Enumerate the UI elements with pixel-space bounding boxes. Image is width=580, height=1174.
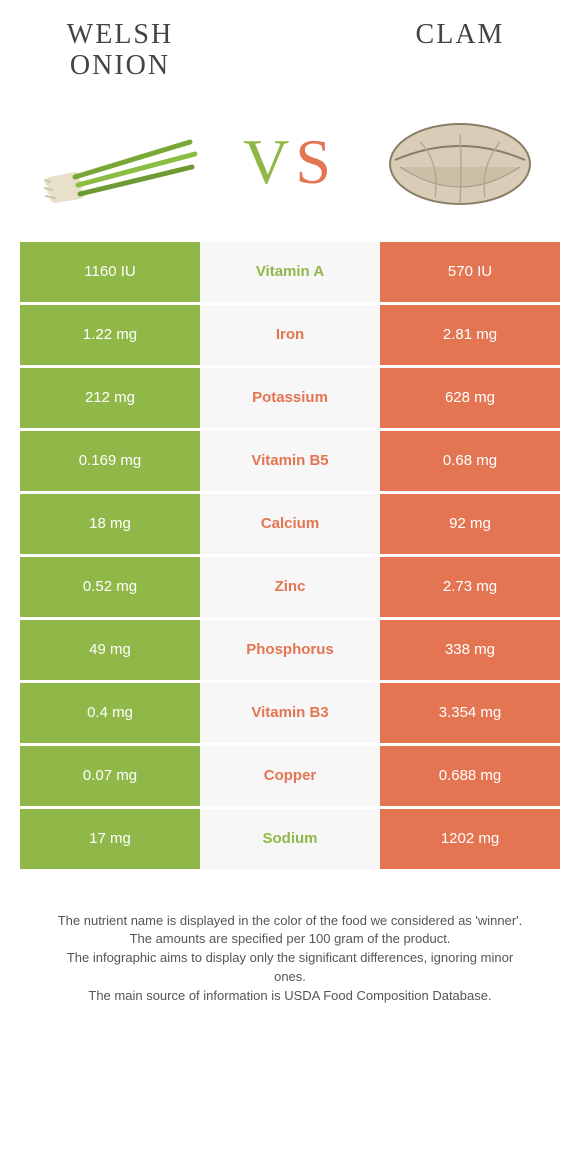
value-left: 212 mg <box>20 368 200 428</box>
value-left: 1.22 mg <box>20 305 200 365</box>
nutrient-name: Copper <box>200 746 380 806</box>
nutrient-name: Calcium <box>200 494 380 554</box>
value-right: 2.73 mg <box>380 557 560 617</box>
vs-v: V <box>243 126 295 197</box>
titles-row: Welsh onion Clam <box>20 20 560 102</box>
clam-icon <box>380 112 540 212</box>
table-row: 1.22 mgIron2.81 mg <box>20 305 560 365</box>
value-left: 49 mg <box>20 620 200 680</box>
table-row: 1160 IUVitamin A570 IU <box>20 242 560 302</box>
footer-notes: The nutrient name is displayed in the co… <box>20 872 560 1006</box>
value-right: 338 mg <box>380 620 560 680</box>
value-right: 0.688 mg <box>380 746 560 806</box>
value-right: 628 mg <box>380 368 560 428</box>
value-right: 1202 mg <box>380 809 560 869</box>
nutrient-name: Phosphorus <box>200 620 380 680</box>
welsh-onion-icon <box>40 112 200 212</box>
value-left: 0.07 mg <box>20 746 200 806</box>
value-right: 92 mg <box>380 494 560 554</box>
food-title-left: Welsh onion <box>30 20 210 82</box>
value-right: 3.354 mg <box>380 683 560 743</box>
table-row: 0.07 mgCopper0.688 mg <box>20 746 560 806</box>
food-image-right <box>380 112 540 212</box>
table-row: 0.52 mgZinc2.73 mg <box>20 557 560 617</box>
table-row: 212 mgPotassium628 mg <box>20 368 560 428</box>
footer-line: The infographic aims to display only the… <box>50 949 530 987</box>
nutrient-name: Potassium <box>200 368 380 428</box>
footer-line: The amounts are specified per 100 gram o… <box>50 930 530 949</box>
table-row: 0.4 mgVitamin B33.354 mg <box>20 683 560 743</box>
nutrient-name: Zinc <box>200 557 380 617</box>
value-right: 570 IU <box>380 242 560 302</box>
table-row: 49 mgPhosphorus338 mg <box>20 620 560 680</box>
table-row: 0.169 mgVitamin B50.68 mg <box>20 431 560 491</box>
footer-line: The main source of information is USDA F… <box>50 987 530 1006</box>
nutrient-name: Vitamin B3 <box>200 683 380 743</box>
footer-line: The nutrient name is displayed in the co… <box>50 912 530 931</box>
value-left: 0.52 mg <box>20 557 200 617</box>
vs-s: S <box>295 126 337 197</box>
vs-label: VS <box>243 125 337 199</box>
value-left: 0.169 mg <box>20 431 200 491</box>
nutrient-name: Vitamin B5 <box>200 431 380 491</box>
food-image-left <box>40 112 200 212</box>
value-right: 2.81 mg <box>380 305 560 365</box>
nutrient-name: Sodium <box>200 809 380 869</box>
value-left: 18 mg <box>20 494 200 554</box>
nutrient-table: 1160 IUVitamin A570 IU1.22 mgIron2.81 mg… <box>20 242 560 869</box>
value-right: 0.68 mg <box>380 431 560 491</box>
food-title-right: Clam <box>370 20 550 82</box>
value-left: 17 mg <box>20 809 200 869</box>
versus-row: VS <box>20 102 560 242</box>
table-row: 18 mgCalcium92 mg <box>20 494 560 554</box>
value-left: 1160 IU <box>20 242 200 302</box>
table-row: 17 mgSodium1202 mg <box>20 809 560 869</box>
infographic: Welsh onion Clam VS <box>0 0 580 1006</box>
nutrient-name: Vitamin A <box>200 242 380 302</box>
nutrient-name: Iron <box>200 305 380 365</box>
value-left: 0.4 mg <box>20 683 200 743</box>
